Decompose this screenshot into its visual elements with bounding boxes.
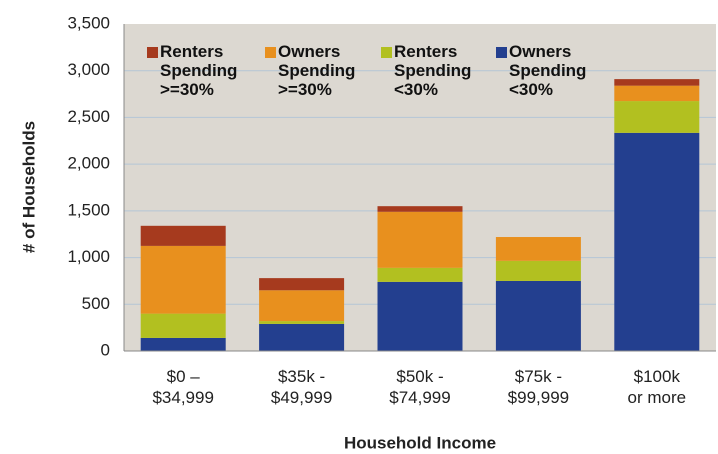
bar-segment bbox=[259, 290, 345, 322]
bar-segment bbox=[614, 79, 700, 86]
x-tick-label: $100k or more bbox=[627, 367, 687, 407]
y-tick-label: 2,000 bbox=[67, 154, 110, 173]
y-tick-label: 1,500 bbox=[67, 200, 110, 219]
legend-swatch bbox=[381, 47, 392, 58]
y-axis-title: # of Households bbox=[19, 121, 38, 253]
bar-segment bbox=[614, 101, 700, 133]
bar-segment bbox=[377, 281, 463, 351]
legend-label: Renters Spending <30% bbox=[394, 42, 472, 99]
bar-segment bbox=[140, 313, 226, 338]
legend-label: Owners Spending <30% bbox=[509, 42, 587, 99]
x-tick-label: $0 – $34,999 bbox=[152, 367, 214, 407]
legend-swatch bbox=[496, 47, 507, 58]
bar-segment bbox=[259, 278, 345, 291]
bar-segment bbox=[377, 267, 463, 282]
x-tick-label: $35k - $49,999 bbox=[270, 367, 333, 407]
legend-swatch bbox=[147, 47, 158, 58]
bar-segment bbox=[259, 321, 345, 324]
y-tick-label: 3,500 bbox=[67, 13, 110, 32]
legend-swatch bbox=[265, 47, 276, 58]
y-tick-label: 3,000 bbox=[67, 60, 110, 79]
bar-segment bbox=[614, 132, 700, 351]
y-tick-label: 1,000 bbox=[67, 247, 110, 266]
bar-segment bbox=[377, 206, 463, 212]
bar-segment bbox=[377, 211, 463, 268]
bar-segment bbox=[614, 85, 700, 102]
bar-segment bbox=[140, 225, 226, 246]
x-axis-title: Household Income bbox=[344, 433, 496, 452]
bar-segment bbox=[259, 323, 345, 351]
bar-segment bbox=[495, 237, 581, 261]
bar-segment bbox=[495, 280, 581, 351]
bar-segment bbox=[140, 337, 226, 351]
y-tick-label: 2,500 bbox=[67, 107, 110, 126]
x-tick-label: $50k - $74,999 bbox=[389, 367, 451, 407]
y-tick-label: 500 bbox=[82, 294, 110, 313]
bar-segment bbox=[140, 245, 226, 314]
x-tick-label: $75k - $99,999 bbox=[507, 367, 570, 407]
legend-label: Renters Spending >=30% bbox=[160, 42, 238, 99]
bar-segment bbox=[495, 260, 581, 281]
y-tick-label: 0 bbox=[101, 340, 110, 359]
legend-label: Owners Spending >=30% bbox=[278, 42, 356, 99]
